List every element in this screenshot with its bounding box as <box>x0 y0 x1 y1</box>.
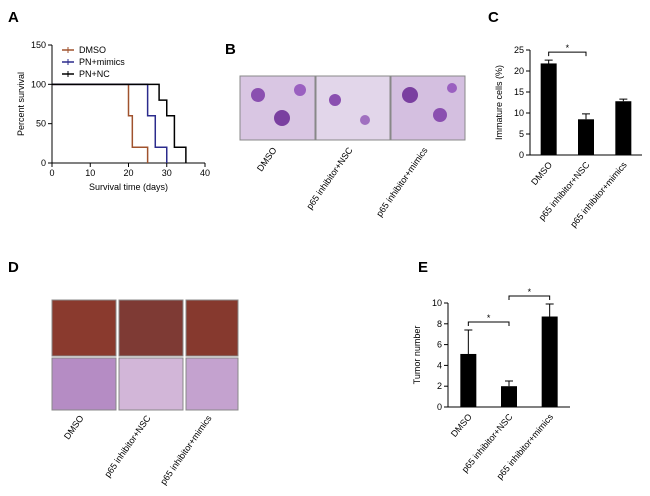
legend-label: DMSO <box>79 45 106 55</box>
significance-label: * <box>528 287 532 297</box>
image-caption: p65 inhibitor+mimics <box>158 413 214 487</box>
x-tick-label: 0 <box>49 168 54 178</box>
y-axis-label: Tumor number <box>412 326 422 385</box>
x-tick-label: 30 <box>162 168 172 178</box>
error-bar <box>464 329 473 354</box>
significance-bracket <box>548 51 587 57</box>
significance-label: * <box>487 313 491 323</box>
panel-letter: D <box>8 259 19 276</box>
bar <box>501 386 517 407</box>
error-bar <box>505 380 513 387</box>
x-tick-label: DMSO <box>529 160 554 187</box>
y-tick-label: 4 <box>437 360 442 370</box>
y-tick-label: 20 <box>514 66 524 76</box>
y-tick-label: 10 <box>432 298 442 308</box>
panel-letter: B <box>225 41 236 58</box>
survival-line <box>52 83 187 163</box>
y-tick-label: 10 <box>514 108 524 118</box>
x-tick-label: 20 <box>123 168 133 178</box>
y-tick-label: 0 <box>41 158 46 168</box>
y-axis-label: Immature cells (%) <box>494 65 504 140</box>
panel-letter: C <box>488 9 499 26</box>
error-bar <box>582 113 590 120</box>
panel-letter: A <box>8 9 19 26</box>
bar <box>540 63 557 155</box>
image-caption: DMSO <box>255 145 279 173</box>
y-tick-label: 2 <box>437 381 442 391</box>
error-bar <box>619 98 628 102</box>
significance-label: * <box>566 43 570 53</box>
y-tick-label: 0 <box>437 402 442 412</box>
bar <box>578 119 594 155</box>
micrograph <box>315 75 391 141</box>
image-caption: DMSO <box>62 413 86 441</box>
x-tick-label: 10 <box>85 168 95 178</box>
micrograph-row <box>239 75 466 141</box>
y-tick-label: 100 <box>31 79 46 89</box>
image-caption: p65 inhibitor+NSC <box>102 413 153 479</box>
error-bar <box>545 303 554 317</box>
y-tick-label: 6 <box>437 340 442 350</box>
significance-bracket <box>467 321 510 327</box>
error-bar <box>544 59 553 64</box>
panel-letter: E <box>418 259 428 276</box>
y-tick-label: 8 <box>437 319 442 329</box>
tissue-images <box>51 299 239 411</box>
x-axis-label: Survival time (days) <box>89 182 168 192</box>
bar <box>615 101 632 155</box>
y-tick-label: 25 <box>514 45 524 55</box>
y-tick-label: 0 <box>519 150 524 160</box>
legend-label: PN+mimics <box>79 57 125 67</box>
y-tick-label: 50 <box>36 119 46 129</box>
y-tick-label: 5 <box>519 129 524 139</box>
x-tick-label: DMSO <box>449 412 474 439</box>
survival-line <box>52 83 168 163</box>
y-tick-label: 150 <box>31 40 46 50</box>
x-tick-label: 40 <box>200 168 210 178</box>
y-tick-label: 15 <box>514 87 524 97</box>
bar <box>541 316 558 407</box>
legend-label: PN+NC <box>79 69 110 79</box>
significance-bracket <box>508 295 551 301</box>
bar <box>460 353 477 407</box>
y-axis-label: Percent survival <box>16 72 26 136</box>
survival-line <box>52 83 149 163</box>
image-caption: p65 inhibitor+NSC <box>304 145 355 211</box>
image-caption: p65 inhibitor+mimics <box>374 145 430 219</box>
